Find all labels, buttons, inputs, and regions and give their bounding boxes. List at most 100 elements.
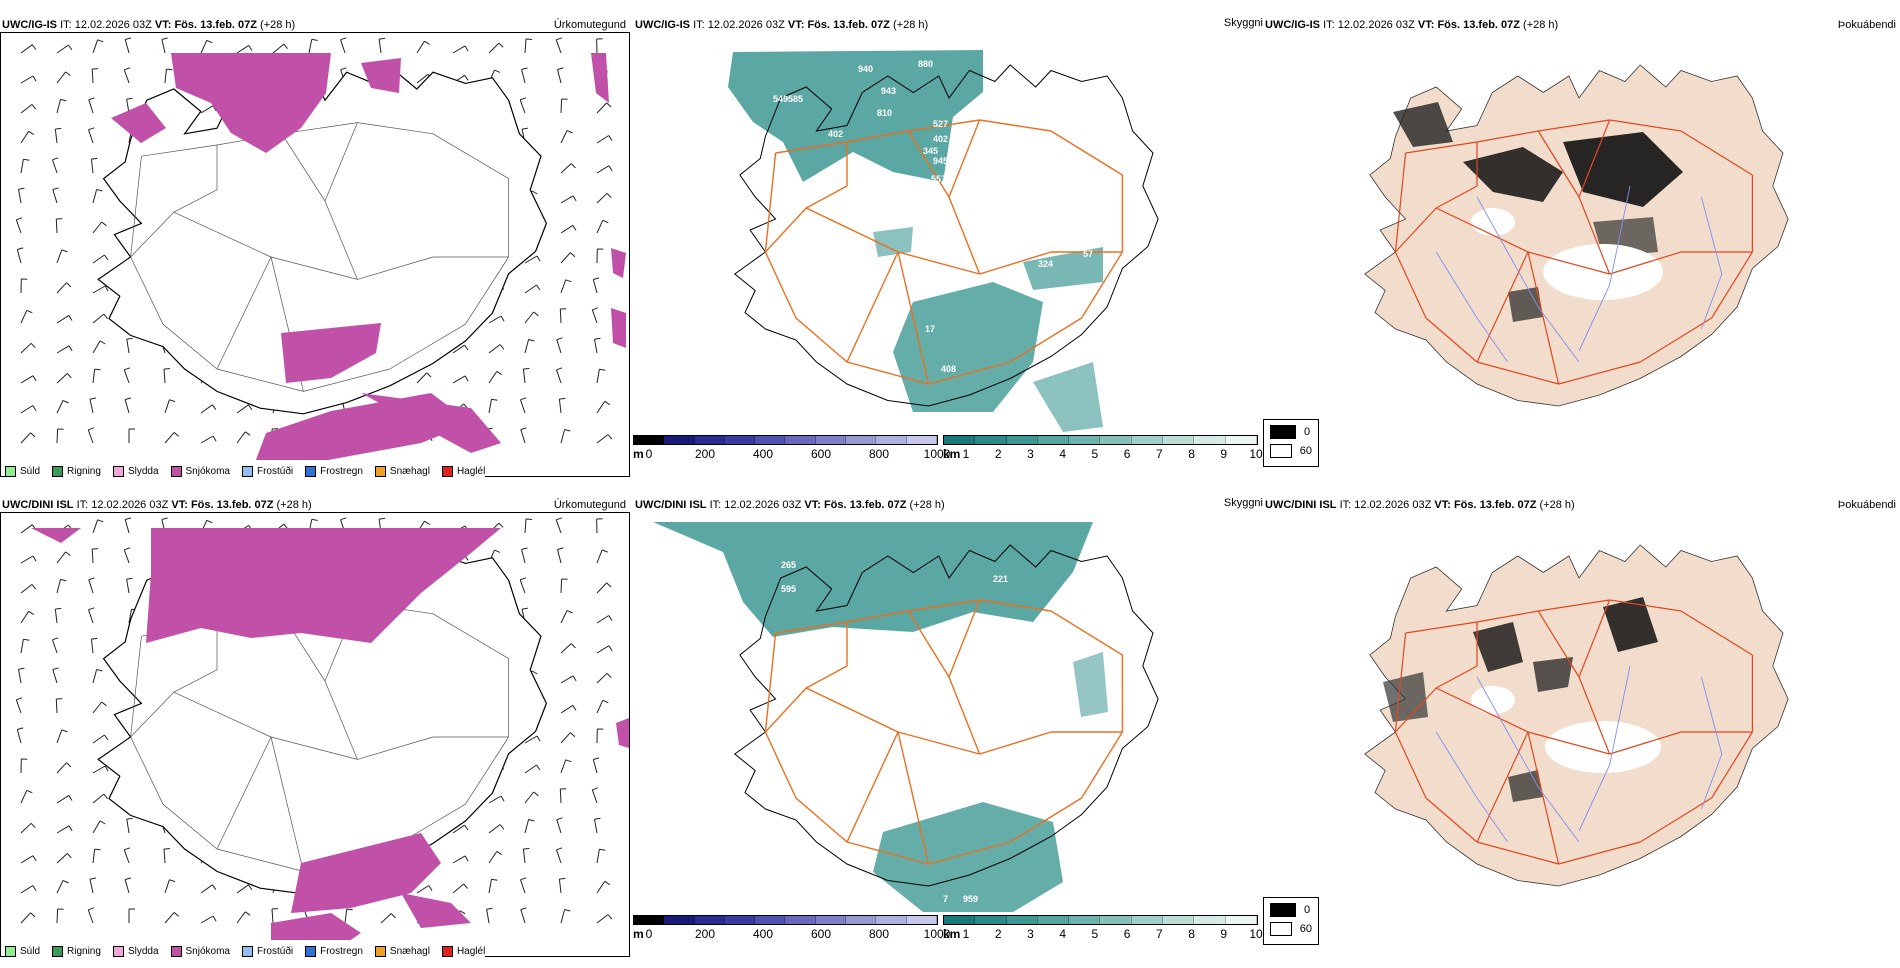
wind-barb-flag [124, 548, 130, 550]
visibility-value-label: 880 [918, 59, 933, 69]
wind-barb-flag [89, 128, 95, 130]
wind-barb [92, 69, 93, 83]
wind-barb [164, 369, 165, 383]
colorbar-step [1163, 436, 1194, 444]
wind-barb [57, 315, 69, 323]
wind-barb-flag [19, 188, 25, 189]
wind-barb-flag [559, 878, 565, 879]
wind-barb-flag [91, 158, 97, 159]
wind-barb [53, 190, 57, 203]
wind-barb [489, 316, 501, 323]
wind-barb [93, 794, 104, 803]
wind-barb-flag [593, 758, 599, 760]
wind-barb-flag [499, 43, 503, 47]
wind-barb [453, 376, 465, 383]
wind-barb [561, 130, 567, 143]
wind-barb-flag [55, 608, 61, 609]
wind-barb [597, 673, 607, 683]
wind-barb [91, 159, 93, 173]
wind-barb [237, 885, 248, 893]
scale-tick-label: 6 [1124, 447, 1131, 461]
wind-barb-flag [127, 338, 133, 339]
wind-barb-flag [607, 193, 611, 197]
wind-barb-flag [341, 518, 347, 520]
wind-barb [21, 639, 23, 653]
wind-barb-flag [105, 735, 108, 740]
wind-barb-flag [570, 253, 575, 257]
wind-barb-flag [207, 520, 213, 523]
legend-label: Snjókoma [186, 466, 230, 477]
wind-barb [593, 760, 597, 774]
wind-barb [57, 283, 67, 293]
wind-barb [525, 519, 526, 533]
wind-barb-flag [312, 39, 318, 40]
wind-barb-flag [95, 369, 101, 370]
wind-barb [93, 40, 98, 53]
colorbar-step [725, 916, 755, 924]
visibility-value-label: 17 [925, 324, 935, 334]
wind-barb-flag [17, 728, 23, 730]
wind-barb-flag [567, 610, 572, 613]
wind-barb [521, 430, 525, 443]
wind-barb-flag [88, 908, 94, 910]
visibility-value-label: 557 [931, 174, 946, 184]
wind-barb-flag [558, 548, 564, 550]
fog-panel: UWC/IG-IS IT: 12.02.2026 03Z VT: Fös. 13… [1263, 18, 1900, 468]
wind-barb-flag [605, 401, 610, 404]
wind-barb [19, 189, 22, 203]
scale-tick-label: 2 [995, 447, 1002, 461]
wind-barb [21, 790, 27, 803]
scale-tick-label: 600 [811, 927, 831, 941]
wind-barb-flag [69, 346, 72, 351]
colorbar-step [695, 916, 725, 924]
legend-label: Frostúði [257, 946, 293, 957]
wind-barb-flag [499, 523, 503, 527]
wind-barb-flag [603, 220, 609, 222]
wind-barb [16, 700, 21, 713]
wind-barb-flag [125, 398, 131, 400]
wind-barb [201, 405, 212, 413]
road-segment [949, 677, 980, 754]
wind-barb [127, 339, 129, 353]
wind-barb-flag [33, 856, 36, 861]
wind-barb-flag [127, 578, 133, 579]
wind-barb-flag [166, 69, 172, 70]
visibility-value-label: 810 [877, 108, 892, 118]
wind-barb-flag [558, 68, 564, 70]
legend-label: Slydda [128, 946, 159, 957]
wind-barb [21, 886, 33, 894]
wind-barb [561, 430, 565, 444]
wind-barb-flag [55, 128, 61, 129]
road-segment [847, 252, 898, 362]
wind-barb-flag [33, 886, 36, 891]
scale-tick-label: 6 [1124, 927, 1131, 941]
wind-barb-flag [98, 520, 104, 522]
wind-barb-flag [556, 38, 562, 40]
wind-barb [89, 610, 94, 623]
wind-barb [489, 399, 492, 413]
wind-barb-flag [526, 519, 532, 520]
colorbar-step [816, 916, 846, 924]
wind-barb [593, 280, 597, 294]
colorbar-step [1007, 436, 1038, 444]
wind-barb [201, 916, 213, 923]
wind-barb-flag [497, 371, 502, 374]
wind-barb [57, 730, 62, 743]
wind-barb-flag [341, 38, 347, 40]
scale-tick-label: 200 [695, 447, 715, 461]
wind-barb [57, 374, 67, 384]
wind-barb-flag [595, 818, 601, 819]
fog-map-canvas [1263, 32, 1893, 432]
panel-field-label: Þokuábendi [1838, 498, 1896, 512]
wind-barb-flag [522, 548, 528, 549]
iceland-land [1365, 545, 1788, 886]
wind-barb-flag [32, 584, 36, 589]
panel-title: UWC/IG-IS IT: 12.02.2026 03Z VT: Fös. 13… [635, 18, 928, 32]
precip-legend-item: Frostúði [242, 466, 293, 477]
wind-barb-flag [608, 915, 612, 920]
wind-barb-flag [16, 218, 22, 220]
road-segment [898, 732, 980, 754]
